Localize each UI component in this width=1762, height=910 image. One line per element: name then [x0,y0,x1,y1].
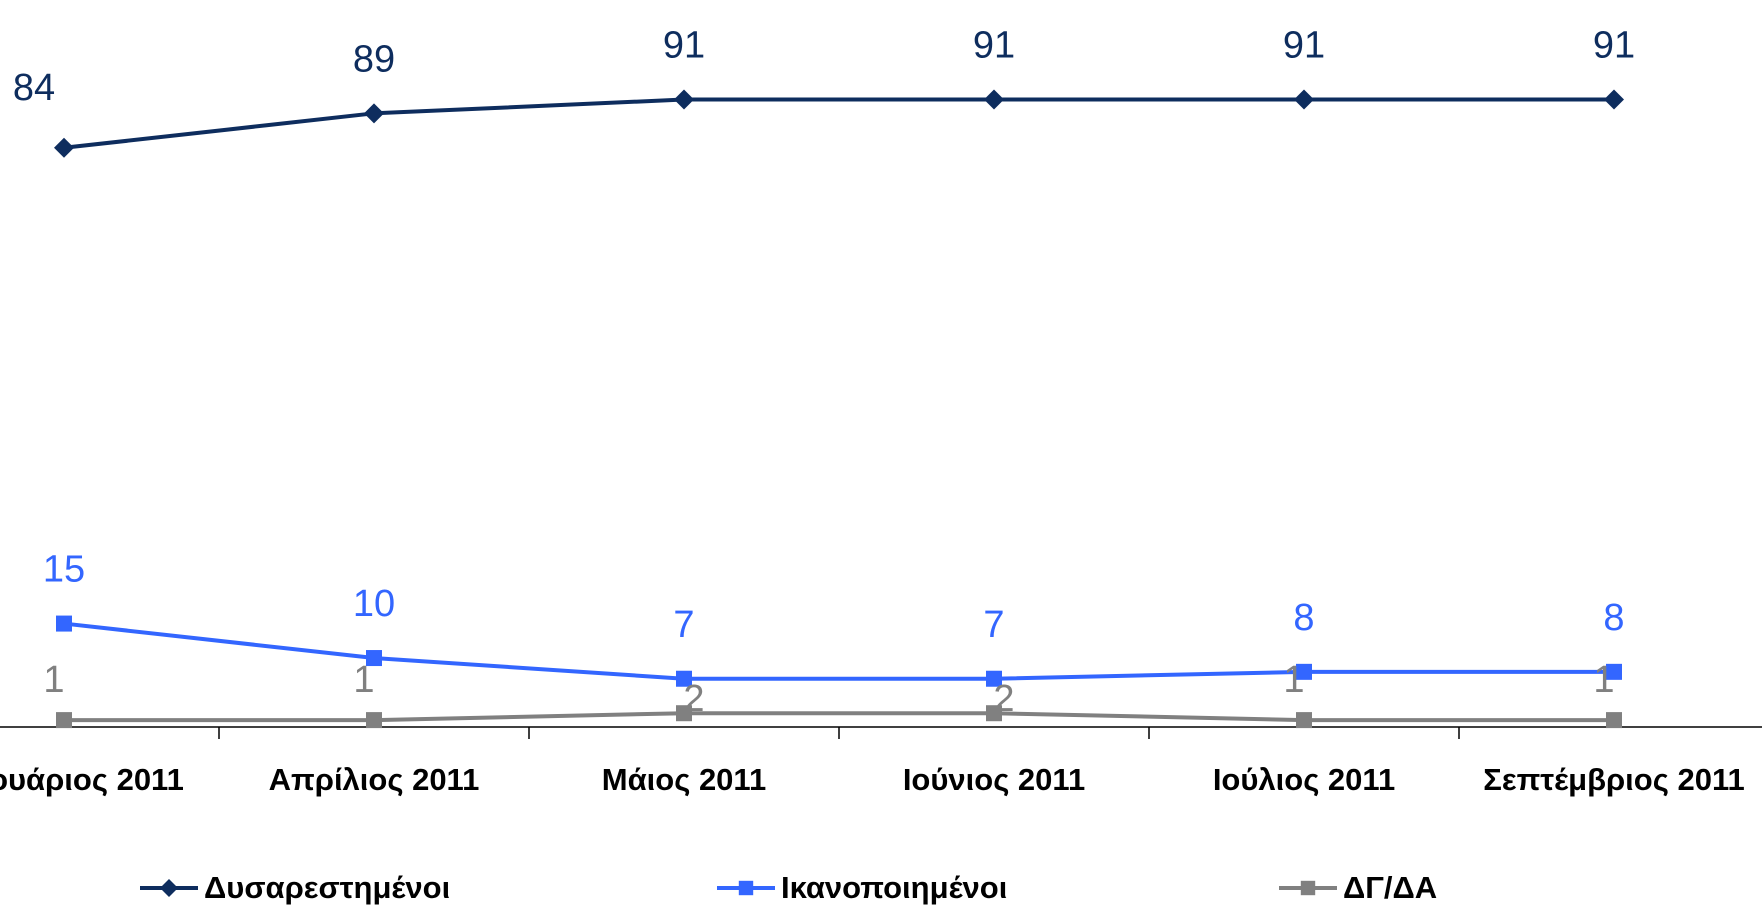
marker [674,89,694,110]
x-tick-label: Σεπτέμβριος 2011 [1483,762,1744,797]
series-line [63,97,1614,150]
data-label: 91 [973,25,1015,67]
data-label: 8 [1293,597,1314,639]
legend-label: Δυσαρεστημένοι [204,870,450,905]
data-label: 2 [683,678,704,720]
marker [366,650,382,667]
x-tick-label: Ιανουάριος 2011 [0,762,184,797]
data-label: 10 [353,583,395,625]
marker [1296,663,1312,680]
marker [676,670,692,687]
legend-marker [1300,880,1316,896]
x-tick-label: Απρίλιος 2011 [269,762,480,797]
legend-marker [160,879,178,897]
legend-marker [738,880,754,896]
data-label: 7 [673,604,694,646]
data-label: 8 [1603,597,1624,639]
data-label: 91 [1283,25,1325,67]
marker [986,705,1002,722]
data-label: 1 [1593,659,1614,701]
marker [1606,663,1622,680]
data-label: 1 [1283,659,1304,701]
marker [54,137,74,158]
marker [986,670,1002,687]
series-line [63,621,1614,681]
series-line [64,711,1614,723]
marker [1294,89,1314,110]
marker [1604,89,1624,110]
data-label: 15 [43,549,85,591]
marker [56,712,72,729]
data-label: 89 [353,38,395,80]
marker [366,712,382,729]
data-label: 1 [353,659,374,701]
marker [364,103,384,124]
x-tick-label: Ιούνιος 2011 [903,762,1085,797]
data-label: 91 [1593,25,1635,67]
x-tick-label: Ιούλιος 2011 [1213,762,1395,797]
marker [676,705,692,722]
marker [984,89,1004,110]
marker [1296,712,1312,729]
data-label: 91 [663,25,705,67]
legend-label: ΔΓ/ΔΑ [1343,870,1437,905]
marker [56,615,72,632]
data-label: 7 [983,604,1004,646]
data-label: 1 [43,659,64,701]
marker [1606,712,1622,729]
data-label: 2 [993,678,1014,720]
x-tick-label: Μάιος 2011 [602,762,766,797]
legend-label: Ικανοποιημένοι [781,870,1007,905]
data-label: 84 [13,67,55,109]
